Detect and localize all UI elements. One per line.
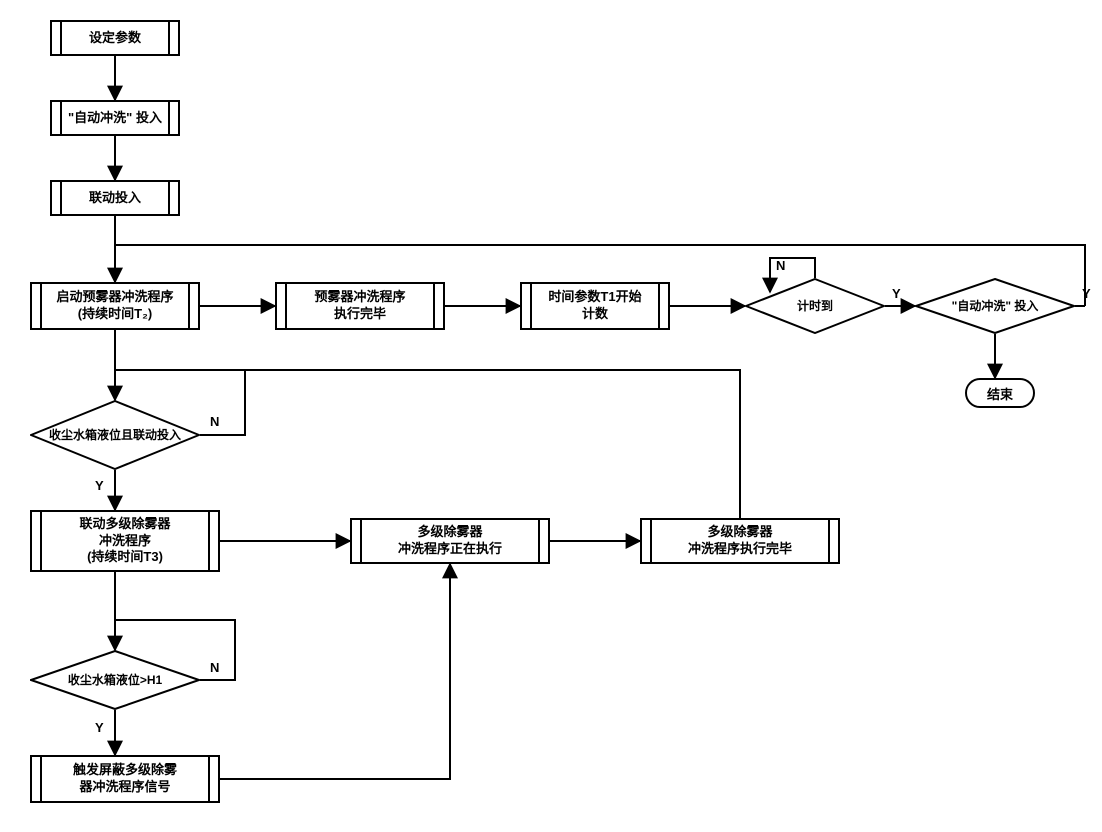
label: "自动冲洗" 投入	[68, 110, 162, 127]
label: 多级除雾器冲洗程序正在执行	[398, 524, 502, 558]
node-link-multistage-flush: 联动多级除雾器冲洗程序(持续时间T3)	[30, 510, 220, 572]
label: 触发屏蔽多级除雾器冲洗程序信号	[73, 762, 177, 796]
label-d3-y: Y	[95, 478, 104, 493]
node-multistage-running: 多级除雾器冲洗程序正在执行	[350, 518, 550, 564]
label-d4-y: Y	[95, 720, 104, 735]
node-linkage-engage: 联动投入	[50, 180, 180, 216]
node-trigger-shield-signal: 触发屏蔽多级除雾器冲洗程序信号	[30, 755, 220, 803]
label: 收尘水箱液位且联动投入	[41, 428, 189, 443]
label: "自动冲洗" 投入	[944, 299, 1047, 314]
decision-auto-flush: "自动冲洗" 投入	[915, 278, 1075, 334]
node-end: 结束	[965, 378, 1035, 408]
node-set-params: 设定参数	[50, 20, 180, 56]
label: 联动投入	[89, 190, 141, 207]
label: 多级除雾器冲洗程序执行完毕	[688, 524, 792, 558]
decision-tank-gt-h1: 收尘水箱液位>H1	[30, 650, 200, 710]
node-auto-flush-engage: "自动冲洗" 投入	[50, 100, 180, 136]
label: 联动多级除雾器冲洗程序(持续时间T3)	[79, 516, 170, 567]
label: 计时到	[789, 299, 841, 314]
node-t1-start-count: 时间参数T1开始计数	[520, 282, 670, 330]
label-d2-y: Y	[1082, 286, 1091, 301]
label: 结束	[987, 384, 1013, 403]
flowchart-canvas: 设定参数 "自动冲洗" 投入 联动投入 启动预雾器冲洗程序(持续时间T₂) 预雾…	[0, 0, 1102, 832]
label-d3-n: N	[210, 414, 219, 429]
decision-timer-up: 计时到	[745, 278, 885, 334]
node-multistage-done: 多级除雾器冲洗程序执行完毕	[640, 518, 840, 564]
label-d1-y: Y	[892, 286, 901, 301]
label-d1-n: N	[776, 258, 785, 273]
node-start-prefog-flush: 启动预雾器冲洗程序(持续时间T₂)	[30, 282, 200, 330]
label: 时间参数T1开始计数	[548, 289, 641, 323]
label: 预雾器冲洗程序执行完毕	[314, 289, 405, 323]
label-d4-n: N	[210, 660, 219, 675]
label: 启动预雾器冲洗程序(持续时间T₂)	[56, 289, 173, 323]
label: 设定参数	[89, 30, 141, 47]
decision-tank-lt-l1: 收尘水箱液位且联动投入	[30, 400, 200, 470]
label: 收尘水箱液位>H1	[60, 673, 170, 688]
node-prefog-flush-done: 预雾器冲洗程序执行完毕	[275, 282, 445, 330]
